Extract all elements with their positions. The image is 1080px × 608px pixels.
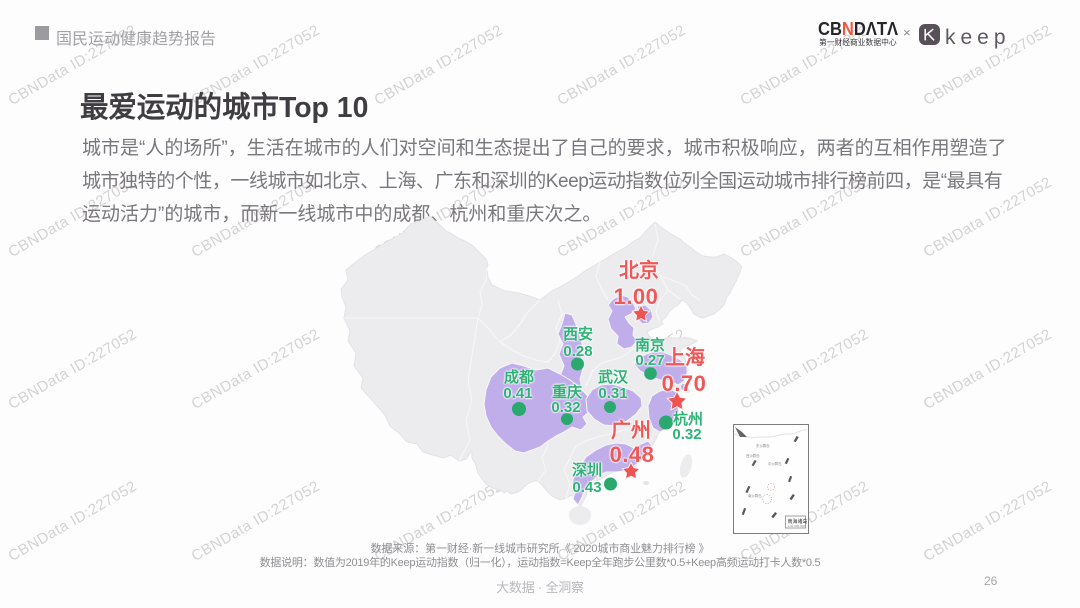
svg-text:1:32 000 000: 1:32 000 000 [788,524,806,528]
svg-text:南沙群岛: 南沙群岛 [748,493,762,498]
svg-text:南海诸岛: 南海诸岛 [788,518,808,525]
svg-text:中沙群岛: 中沙群岛 [768,461,782,466]
svg-text:东沙群岛: 东沙群岛 [756,443,770,448]
svg-text:西沙群岛: 西沙群岛 [746,453,760,458]
